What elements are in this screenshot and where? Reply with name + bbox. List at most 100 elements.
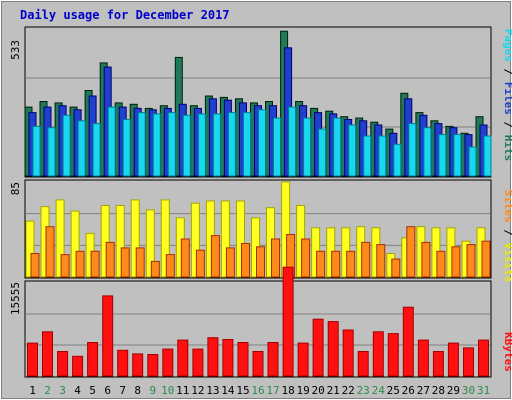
bar-sites-day-6: [105, 241, 115, 278]
x-tick-label-day-27: 27: [417, 384, 430, 397]
bar-visits-day-6: [100, 205, 110, 278]
bar-pages-day-17: [273, 117, 281, 177]
bar-sites-day-17: [271, 238, 280, 278]
x-tick-label-day-30: 30: [462, 384, 475, 397]
bar-kbytes-day-30: [463, 347, 474, 377]
x-tick-label-day-8: 8: [134, 384, 141, 397]
x-tick-label-day-10: 10: [161, 384, 174, 397]
bar-pages-day-29: [453, 134, 462, 177]
legend-kbytes: KBytes: [502, 332, 512, 372]
bar-pages-day-25: [393, 143, 402, 177]
bar-pages-day-28: [438, 134, 447, 177]
bar-sites-day-2: [45, 226, 55, 278]
bar-pages-day-16: [258, 109, 266, 177]
bar-sites-day-20: [316, 250, 326, 278]
x-tick-label-day-9: 9: [149, 384, 156, 397]
bar-sites-day-27: [421, 241, 431, 278]
bar-kbytes-day-18: [282, 266, 294, 377]
x-tick-label-day-5: 5: [89, 384, 96, 397]
x-tick-label-day-12: 12: [191, 384, 204, 397]
bar-sites-day-12: [195, 249, 205, 278]
x-tick-label-day-21: 21: [327, 384, 340, 397]
requests-legend: Pages / Files / Hits: [502, 29, 512, 162]
bar-pages-day-2: [47, 127, 56, 177]
bar-sites-day-25: [391, 258, 401, 278]
x-tick-label-day-23: 23: [357, 384, 370, 397]
x-tick-label-day-18: 18: [281, 384, 294, 397]
x-tick-label-day-24: 24: [372, 384, 386, 397]
x-tick-label-day-31: 31: [477, 384, 490, 397]
bar-visits-day-8: [130, 199, 140, 278]
bar-visits-day-3: [55, 199, 65, 278]
chart-title: Daily usage for December 2017: [20, 8, 230, 22]
bar-visits-day-12: [190, 202, 200, 278]
bar-sites-day-9: [150, 260, 160, 278]
bar-sites-day-29: [451, 246, 461, 278]
bar-sites-day-14: [225, 247, 235, 278]
bar-pages-day-30: [468, 146, 477, 177]
bar-pages-day-5: [92, 123, 101, 177]
bar-kbytes-day-15: [237, 342, 249, 377]
x-axis-labels: 1 2 3 4 5 6 7 8 9 10 11 12 13 14 15 16 17 18 19 20 21 22 23 24 2…: [29, 384, 490, 397]
bar-sites-day-28: [436, 250, 446, 278]
bar-sites-day-7: [120, 247, 130, 278]
bar-sites-day-1: [30, 253, 40, 278]
bar-sites-day-4: [75, 250, 85, 278]
bar-pages-day-26: [408, 123, 417, 177]
x-tick-label-day-6: 6: [104, 384, 111, 397]
bar-pages-day-12: [197, 113, 206, 177]
x-tick-label-day-19: 19: [296, 384, 309, 397]
x-tick-label-day-1: 1: [29, 384, 36, 397]
bar-kbytes-day-27: [417, 339, 429, 377]
bar-kbytes-day-13: [207, 337, 219, 377]
bar-pages-day-18: [288, 106, 297, 177]
bar-pages-day-21: [333, 117, 342, 177]
bar-visits-day-9: [145, 209, 155, 278]
bar-kbytes-day-10: [162, 348, 174, 377]
bar-kbytes-day-31: [478, 339, 489, 377]
bar-visits-day-10: [160, 199, 170, 278]
x-tick-label-day-29: 29: [447, 384, 460, 397]
bar-kbytes-day-25: [387, 333, 399, 377]
bar-sites-day-13: [210, 235, 220, 278]
volume-ymax-label: 15555: [9, 282, 22, 315]
x-tick-label-day-3: 3: [59, 384, 66, 397]
bar-pages-day-11: [182, 114, 191, 177]
bar-sites-day-23: [361, 241, 371, 278]
bar-pages-day-3: [62, 114, 71, 177]
bar-kbytes-day-6: [102, 295, 114, 377]
bar-kbytes-day-14: [222, 339, 234, 377]
x-tick-label-day-17: 17: [266, 384, 279, 397]
bar-visits-day-1: [25, 220, 35, 278]
bar-kbytes-day-1: [27, 342, 38, 377]
legend-hits: Hits: [502, 135, 512, 162]
bar-kbytes-day-4: [72, 355, 84, 377]
bar-kbytes-day-24: [372, 331, 384, 377]
bar-pages-day-13: [212, 113, 221, 177]
bar-kbytes-day-20: [312, 318, 324, 377]
x-tick-label-day-7: 7: [119, 384, 126, 397]
bar-sites-day-21: [331, 250, 341, 278]
bar-kbytes-day-3: [57, 351, 69, 377]
bar-kbytes-day-7: [117, 349, 129, 377]
legend-visits: Visits: [502, 243, 512, 283]
requests-ymax-label: 533: [9, 40, 22, 60]
bar-kbytes-day-11: [177, 339, 189, 377]
bar-sites-day-11: [180, 238, 190, 278]
bar-pages-day-7: [122, 119, 131, 177]
chart-marks: [24, 30, 492, 377]
bar-visits-day-14: [220, 200, 230, 278]
bar-pages-day-15: [243, 112, 251, 177]
x-tick-label-day-28: 28: [432, 384, 445, 397]
x-tick-label-day-20: 20: [311, 384, 324, 397]
bar-kbytes-day-22: [342, 329, 354, 377]
bar-kbytes-day-8: [132, 353, 144, 377]
bar-kbytes-day-9: [147, 354, 159, 377]
bar-pages-day-24: [378, 135, 387, 177]
bar-pages-day-22: [348, 124, 357, 177]
bar-pages-day-9: [152, 113, 161, 177]
x-tick-label-day-16: 16: [251, 384, 264, 397]
bar-kbytes-day-23: [357, 351, 369, 377]
bar-pages-day-10: [167, 112, 176, 177]
